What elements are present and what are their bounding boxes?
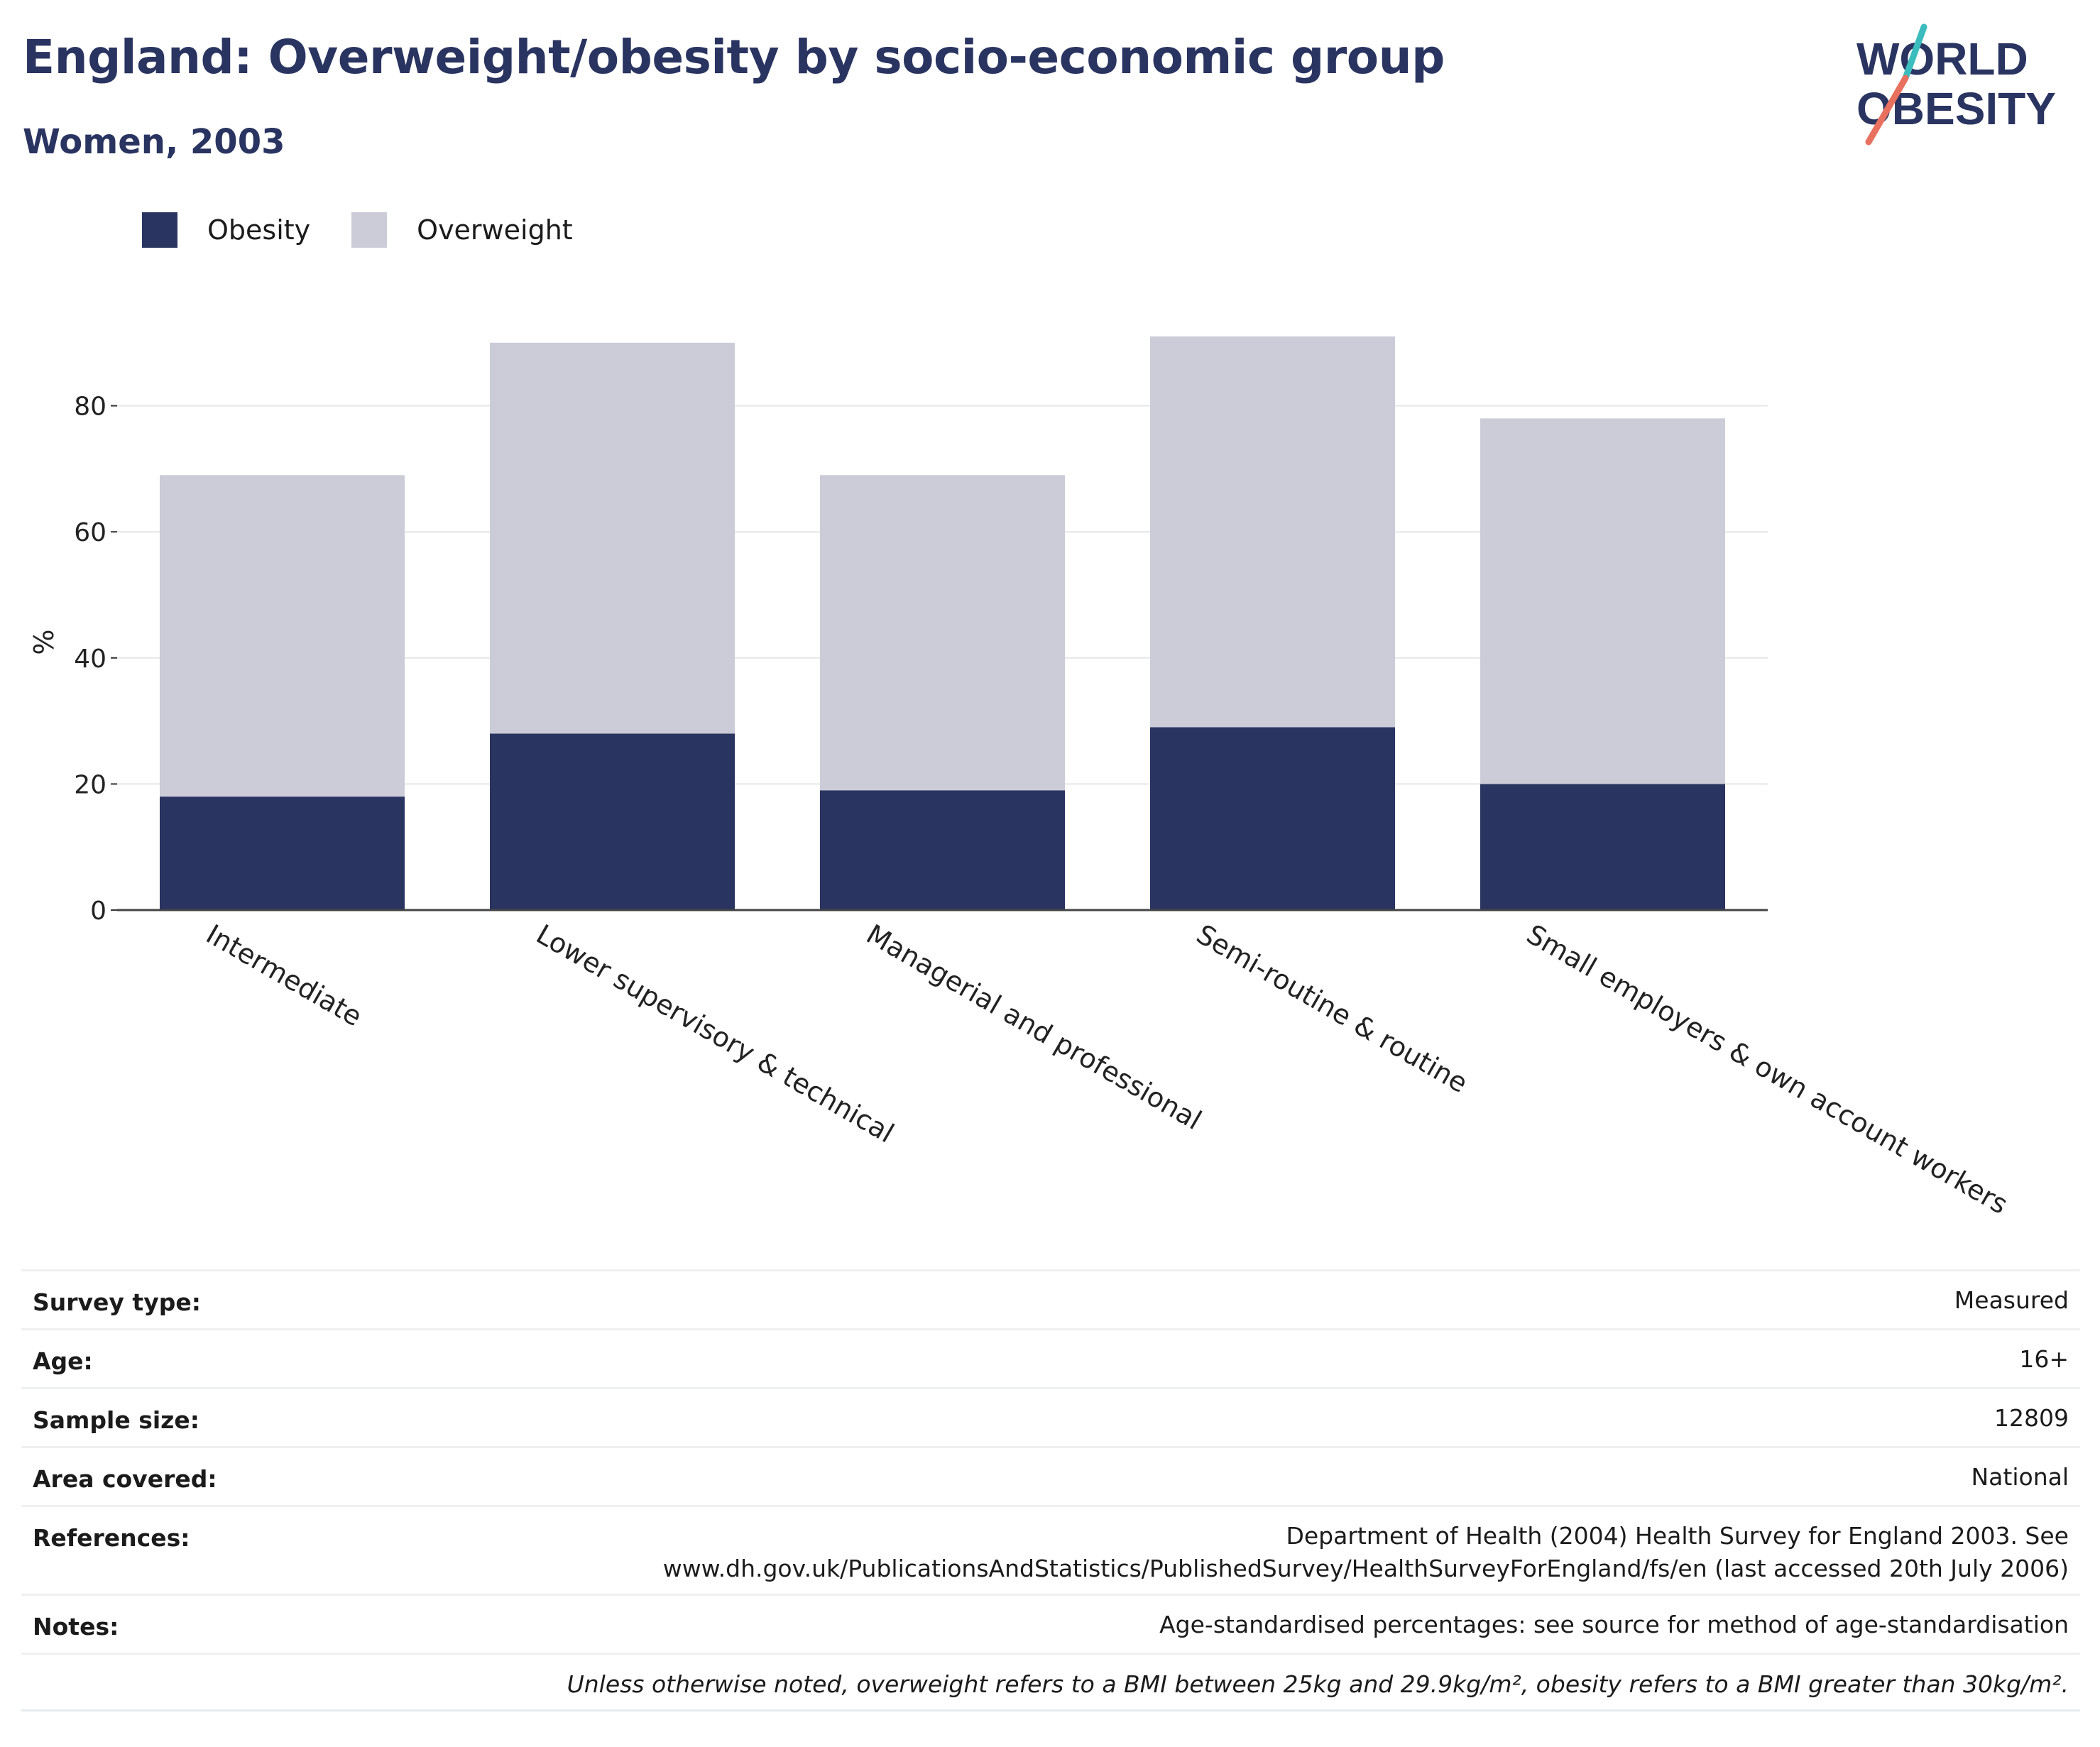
- info-row-sample-size: Sample size: 12809: [21, 1387, 2080, 1446]
- bar-overweight-4[interactable]: [1480, 418, 1725, 784]
- info-row-survey-type: Survey type: Measured: [21, 1269, 2080, 1328]
- info-key: References:: [33, 1524, 190, 1552]
- y-tick-label: 60: [74, 518, 106, 547]
- info-value: Measured: [1954, 1286, 2069, 1314]
- y-tick-label: 0: [90, 897, 106, 926]
- y-tick-label: 40: [74, 645, 106, 674]
- legend-item-overweight[interactable]: Overweight: [351, 212, 573, 248]
- info-row-area-covered: Area covered: National: [21, 1446, 2080, 1505]
- info-value: Age-standardised percentages: see source…: [1159, 1611, 2069, 1638]
- info-row-references: References: Department of Health (2004) …: [21, 1505, 2080, 1594]
- info-key: Age:: [33, 1347, 93, 1375]
- legend-item-obesity[interactable]: Obesity: [142, 212, 310, 248]
- bar-obesity-4[interactable]: [1480, 784, 1725, 910]
- x-tick-label: Semi-routine & routine: [1191, 919, 1473, 1099]
- bar-overweight-0[interactable]: [160, 475, 405, 797]
- info-row-notes: Notes: Age-standardised percentages: see…: [21, 1594, 2080, 1653]
- bar-obesity-0[interactable]: [160, 796, 405, 910]
- info-key: Notes:: [33, 1613, 119, 1641]
- chart-subtitle: Women, 2003: [23, 122, 285, 162]
- legend-label-obesity: Obesity: [207, 214, 311, 246]
- bar-obesity-1[interactable]: [490, 733, 735, 910]
- reference-url[interactable]: www.dh.gov.uk/PublicationsAndStatistics/…: [662, 1555, 2069, 1582]
- legend-swatch-overweight: [351, 212, 388, 248]
- survey-info-table: Survey type: Measured Age: 16+ Sample si…: [21, 1269, 2080, 1712]
- logo-slash-coral: [1865, 75, 1909, 146]
- logo-slash-teal: [1902, 23, 1927, 82]
- info-value: 16+: [2019, 1345, 2069, 1373]
- world-obesity-logo: WORLD OBESITY: [1856, 23, 2056, 146]
- logo-word-world: WORLD: [1856, 33, 2028, 84]
- legend-label-overweight: Overweight: [417, 214, 573, 246]
- bar-obesity-3[interactable]: [1150, 727, 1395, 910]
- info-row-age: Age: 16+: [21, 1328, 2080, 1387]
- x-tick-label: Managerial and professional: [861, 919, 1207, 1137]
- info-value: 12809: [1994, 1404, 2069, 1432]
- y-tick-label: 80: [74, 393, 106, 422]
- bar-chart: 0 20 40 60 80% Intermediate Lower supervisory …: [28, 336, 2013, 1220]
- bar-overweight-2[interactable]: [820, 475, 1065, 791]
- chart-legend: Obesity Overweight: [142, 212, 614, 248]
- info-key: Survey type:: [33, 1288, 201, 1316]
- info-key: Sample size:: [33, 1406, 199, 1434]
- y-axis-label: %: [28, 630, 60, 655]
- chart-title: England: Overweight/obesity by socio-eco…: [23, 30, 1445, 84]
- x-tick-label: Lower supervisory & technical: [531, 919, 899, 1149]
- bmi-footnote: Unless otherwise noted, overweight refer…: [21, 1653, 2080, 1712]
- x-tick-label: Intermediate: [201, 919, 367, 1033]
- info-key: Area covered:: [33, 1465, 217, 1493]
- bar-overweight-1[interactable]: [490, 342, 735, 734]
- info-value: Department of Health (2004) Health Surve…: [663, 1520, 2069, 1585]
- legend-swatch-obesity: [142, 212, 177, 248]
- y-tick-label: 20: [74, 770, 106, 799]
- x-tick-label: Small employers & own account workers: [1521, 919, 2013, 1220]
- bar-overweight-3[interactable]: [1150, 336, 1395, 728]
- info-value: National: [1971, 1463, 2069, 1491]
- bar-obesity-2[interactable]: [820, 790, 1065, 910]
